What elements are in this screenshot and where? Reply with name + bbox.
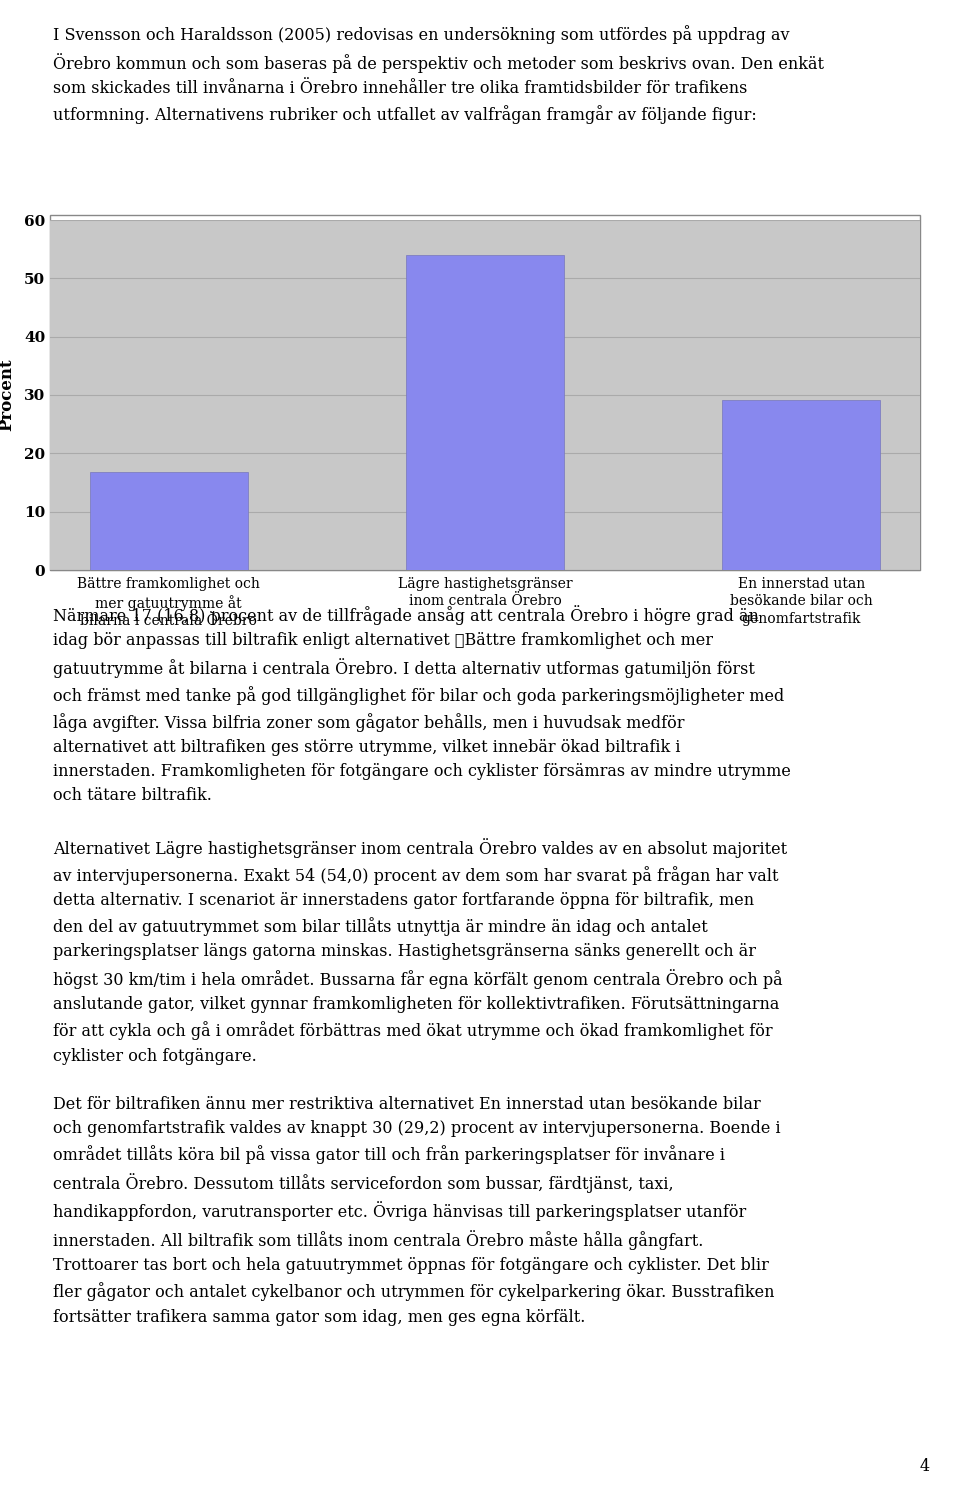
Text: 4: 4 [919, 1458, 929, 1475]
Bar [406, 254, 564, 570]
Text: Närmare 17 (16,8) procent av de tillfrågade ansåg att centrala Örebro i högre gr: Närmare 17 (16,8) procent av de tillfråg… [53, 605, 791, 804]
Y-axis label: Procent: Procent [0, 358, 15, 432]
Bar [722, 400, 880, 570]
Text: I Svensson och Haraldsson (2005) redovisas en undersökning som utfördes på uppdr: I Svensson och Haraldsson (2005) redovis… [53, 26, 824, 123]
Bar [50, 215, 920, 570]
Bar [89, 473, 248, 570]
Text: Det för biltrafiken ännu mer restriktiva alternativet En innerstad utan besökand: Det för biltrafiken ännu mer restriktiva… [53, 1096, 780, 1326]
Text: Alternativet Lägre hastighetsgränser inom centrala Örebro valdes av en absolut m: Alternativet Lägre hastighetsgränser ino… [53, 838, 787, 1064]
